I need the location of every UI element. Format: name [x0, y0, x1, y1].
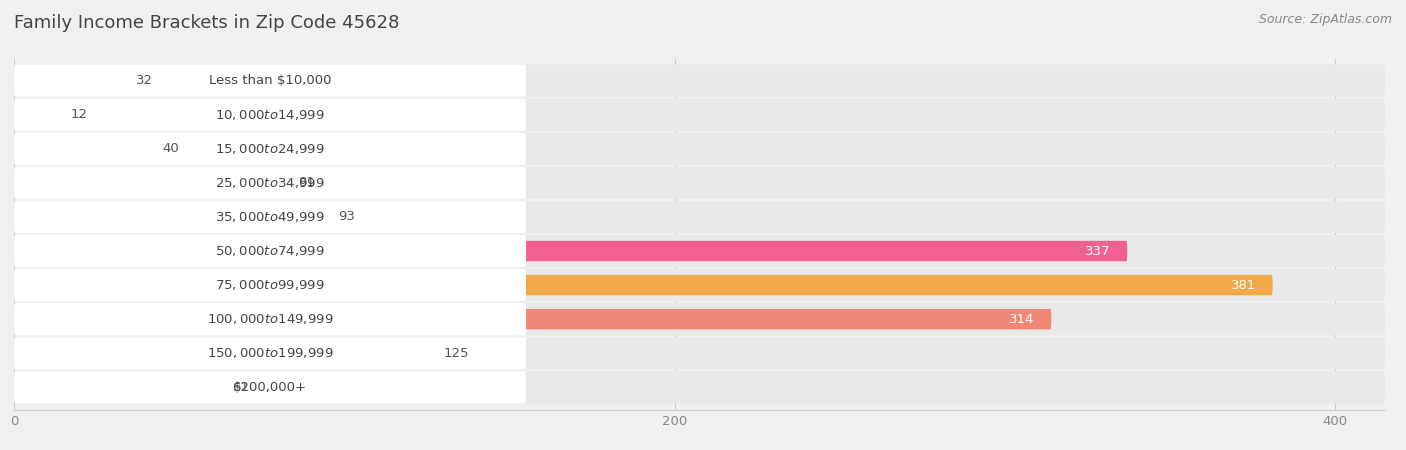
Text: $200,000+: $200,000+: [233, 381, 307, 394]
Text: Source: ZipAtlas.com: Source: ZipAtlas.com: [1258, 14, 1392, 27]
FancyBboxPatch shape: [14, 207, 321, 227]
FancyBboxPatch shape: [14, 99, 1385, 131]
FancyBboxPatch shape: [14, 65, 1385, 97]
FancyBboxPatch shape: [14, 133, 526, 165]
FancyBboxPatch shape: [14, 303, 1385, 335]
FancyBboxPatch shape: [14, 167, 526, 199]
Text: Less than $10,000: Less than $10,000: [209, 74, 332, 87]
Text: $25,000 to $34,999: $25,000 to $34,999: [215, 176, 325, 190]
FancyBboxPatch shape: [14, 269, 1385, 301]
FancyBboxPatch shape: [14, 235, 1385, 267]
Text: 381: 381: [1230, 279, 1256, 292]
Text: 32: 32: [136, 74, 153, 87]
Text: $100,000 to $149,999: $100,000 to $149,999: [207, 312, 333, 326]
Text: $10,000 to $14,999: $10,000 to $14,999: [215, 108, 325, 122]
FancyBboxPatch shape: [14, 71, 120, 91]
Text: 81: 81: [298, 176, 315, 189]
Text: 40: 40: [163, 142, 180, 155]
FancyBboxPatch shape: [14, 343, 427, 364]
FancyBboxPatch shape: [14, 337, 526, 369]
FancyBboxPatch shape: [14, 235, 526, 267]
FancyBboxPatch shape: [14, 173, 281, 193]
FancyBboxPatch shape: [14, 133, 1385, 165]
FancyBboxPatch shape: [14, 337, 1385, 369]
FancyBboxPatch shape: [14, 303, 526, 335]
Text: $50,000 to $74,999: $50,000 to $74,999: [215, 244, 325, 258]
Text: $35,000 to $49,999: $35,000 to $49,999: [215, 210, 325, 224]
Text: 337: 337: [1085, 244, 1111, 257]
Text: 93: 93: [337, 211, 354, 224]
FancyBboxPatch shape: [14, 201, 1385, 233]
Text: $15,000 to $24,999: $15,000 to $24,999: [215, 142, 325, 156]
FancyBboxPatch shape: [14, 139, 146, 159]
FancyBboxPatch shape: [14, 201, 526, 233]
Text: 12: 12: [70, 108, 87, 121]
FancyBboxPatch shape: [14, 269, 526, 301]
Text: $75,000 to $99,999: $75,000 to $99,999: [215, 278, 325, 292]
FancyBboxPatch shape: [14, 309, 1052, 329]
Text: 314: 314: [1010, 313, 1035, 326]
Text: Family Income Brackets in Zip Code 45628: Family Income Brackets in Zip Code 45628: [14, 14, 399, 32]
FancyBboxPatch shape: [14, 99, 526, 131]
Text: $150,000 to $199,999: $150,000 to $199,999: [207, 346, 333, 360]
FancyBboxPatch shape: [14, 371, 1385, 403]
Text: 61: 61: [232, 381, 249, 394]
FancyBboxPatch shape: [14, 275, 1272, 295]
FancyBboxPatch shape: [14, 377, 215, 397]
FancyBboxPatch shape: [14, 241, 1128, 261]
FancyBboxPatch shape: [14, 371, 526, 403]
FancyBboxPatch shape: [14, 65, 526, 97]
FancyBboxPatch shape: [14, 167, 1385, 199]
FancyBboxPatch shape: [14, 104, 53, 125]
Text: 125: 125: [443, 347, 470, 360]
